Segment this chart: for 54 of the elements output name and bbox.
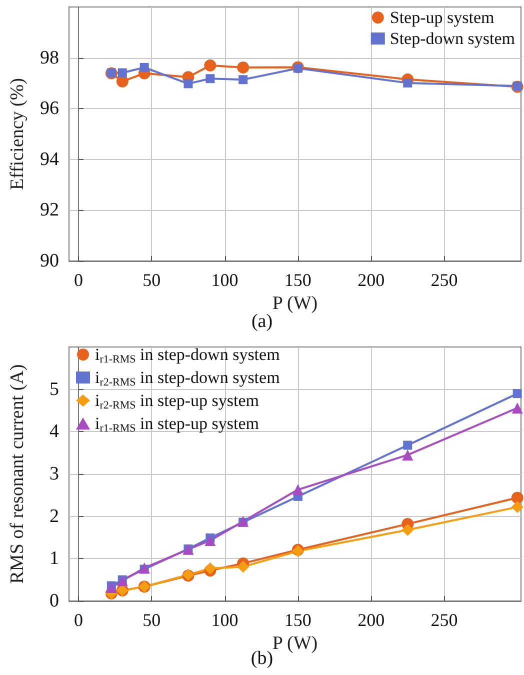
point (402, 524, 414, 536)
x-tick-label: 250 (430, 610, 458, 630)
y-tick-label: 5 (50, 378, 59, 400)
y-tick-label: 0 (50, 590, 59, 612)
x-tick-label: 200 (358, 270, 385, 290)
y-tick-label: 3 (50, 464, 59, 484)
point (511, 501, 524, 514)
point (292, 484, 304, 496)
point (512, 402, 523, 414)
y-tick-label: 94 (40, 148, 60, 170)
y-tick-label: 1 (50, 548, 59, 570)
y-tick-label: 4 (50, 421, 60, 442)
x-tick-label: 150 (284, 610, 312, 630)
y-tick-label: 96 (40, 98, 59, 120)
x-tick-label: 50 (142, 610, 161, 630)
y-tick-label: 98 (40, 47, 59, 68)
y-axis-title: RMS of resonant current (A) (7, 364, 28, 584)
point (140, 62, 149, 72)
text: (b) (250, 648, 274, 669)
x-tick-label: 250 (430, 270, 458, 290)
point (512, 81, 522, 90)
x-tick-label: 0 (74, 270, 84, 290)
point (204, 562, 216, 574)
point (106, 582, 117, 593)
x-tick-label: 100 (211, 270, 238, 290)
x-axis-title: P (W) (272, 632, 318, 654)
text: (a) (251, 311, 273, 332)
y-tick-label: 90 (40, 250, 59, 272)
y-axis-title: Efficiency (%) (7, 78, 28, 190)
point (402, 449, 414, 460)
point (238, 75, 248, 84)
point (138, 562, 150, 574)
point (204, 534, 216, 546)
point (403, 440, 412, 450)
x-tick-label: 200 (358, 610, 385, 630)
y-tick-label: 2 (50, 506, 59, 527)
point (403, 78, 412, 88)
point (206, 74, 215, 84)
point (184, 79, 193, 88)
x-tick-label: 150 (284, 270, 312, 290)
y-tick-label: 92 (40, 200, 59, 221)
x-tick-label: 50 (142, 270, 161, 290)
point (237, 61, 250, 74)
legend-label: Step-up system (390, 8, 494, 27)
legend-label: Step-down system (390, 29, 516, 48)
point (204, 59, 216, 72)
x-axis-title: P (W) (272, 292, 318, 314)
x-tick-label: 100 (211, 610, 238, 630)
point (118, 68, 127, 78)
x-tick-label: 0 (74, 610, 84, 630)
point (512, 389, 522, 398)
point (293, 64, 302, 73)
point (511, 492, 524, 504)
point (237, 560, 250, 573)
